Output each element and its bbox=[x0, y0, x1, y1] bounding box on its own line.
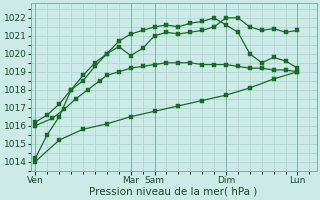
X-axis label: Pression niveau de la mer( hPa ): Pression niveau de la mer( hPa ) bbox=[90, 187, 258, 197]
